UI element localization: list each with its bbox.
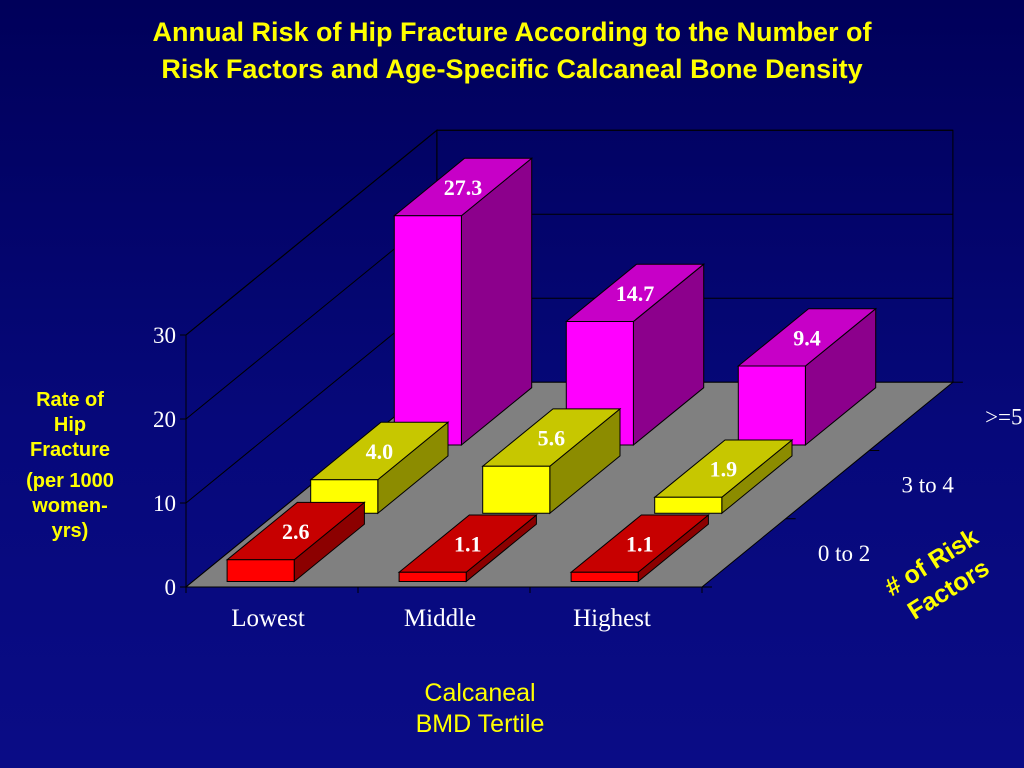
data-label-s0-c0: 2.6 bbox=[282, 519, 310, 544]
z-tick-label-0: 0 to 2 bbox=[818, 541, 870, 566]
x-tick-label-1: Middle bbox=[404, 605, 476, 632]
bar-s0-c0-front bbox=[226, 559, 295, 582]
bar-s1-c1-front bbox=[482, 465, 551, 514]
data-label-s0-c2: 1.1 bbox=[626, 532, 654, 557]
x-axis-title-line-2: BMD Tertile bbox=[415, 710, 545, 738]
bar-s2-c0-front bbox=[393, 215, 462, 446]
y-axis-title-line-3: Fracture bbox=[29, 439, 111, 461]
bar-s0-c1-front bbox=[398, 571, 467, 582]
y-tick-label-2: 20 bbox=[153, 407, 176, 432]
data-label-s2-c0: 27.3 bbox=[444, 175, 483, 200]
x-tick-label-2: Highest bbox=[573, 605, 651, 632]
bar-s1-c2-front bbox=[654, 496, 723, 514]
bar-s0-c2-front bbox=[570, 571, 639, 582]
chart-title: Annual Risk of Hip Fracture According to… bbox=[0, 14, 1024, 88]
data-label-s1-c0: 4.0 bbox=[366, 439, 394, 464]
data-label-s2-c1: 14.7 bbox=[616, 281, 655, 306]
chart-title-line-1: Annual Risk of Hip Fracture According to… bbox=[152, 17, 872, 47]
bar-s2-c2-front bbox=[737, 365, 806, 446]
x-axis-title-line-1: Calcaneal bbox=[424, 679, 536, 707]
chart-title-line-2: Risk Factors and Age-Specific Calcaneal … bbox=[161, 54, 863, 84]
data-label-s2-c2: 9.4 bbox=[793, 325, 821, 350]
y-axis-title: Rate of Hip Fracture (per 1000 women- yr… bbox=[0, 388, 140, 550]
data-label-s0-c1: 1.1 bbox=[454, 532, 482, 557]
y-axis-unit-line-1: (per 1000 bbox=[26, 470, 114, 492]
data-label-s1-c2: 1.9 bbox=[710, 457, 738, 482]
z-tick-label-2: >=5 bbox=[985, 404, 1022, 429]
y-tick-label-1: 10 bbox=[153, 491, 176, 516]
gridline-3 bbox=[185, 129, 953, 336]
data-label-s1-c1: 5.6 bbox=[538, 426, 566, 451]
z-tick-label-1: 3 to 4 bbox=[901, 473, 954, 498]
y-axis-title-line-2: Hip bbox=[53, 414, 87, 436]
x-axis-title: Calcaneal BMD Tertile bbox=[380, 678, 580, 740]
y-axis-unit-line-2: women- bbox=[32, 495, 108, 517]
y-axis-title-line-1: Rate of bbox=[36, 389, 104, 411]
y-tick-label-0: 0 bbox=[165, 575, 177, 600]
y-tick-label-3: 30 bbox=[153, 323, 176, 348]
y-axis-unit-line-3: yrs) bbox=[51, 520, 89, 542]
x-tick-label-0: Lowest bbox=[231, 605, 305, 632]
